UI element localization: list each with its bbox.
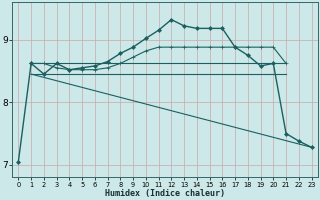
X-axis label: Humidex (Indice chaleur): Humidex (Indice chaleur) <box>105 189 225 198</box>
